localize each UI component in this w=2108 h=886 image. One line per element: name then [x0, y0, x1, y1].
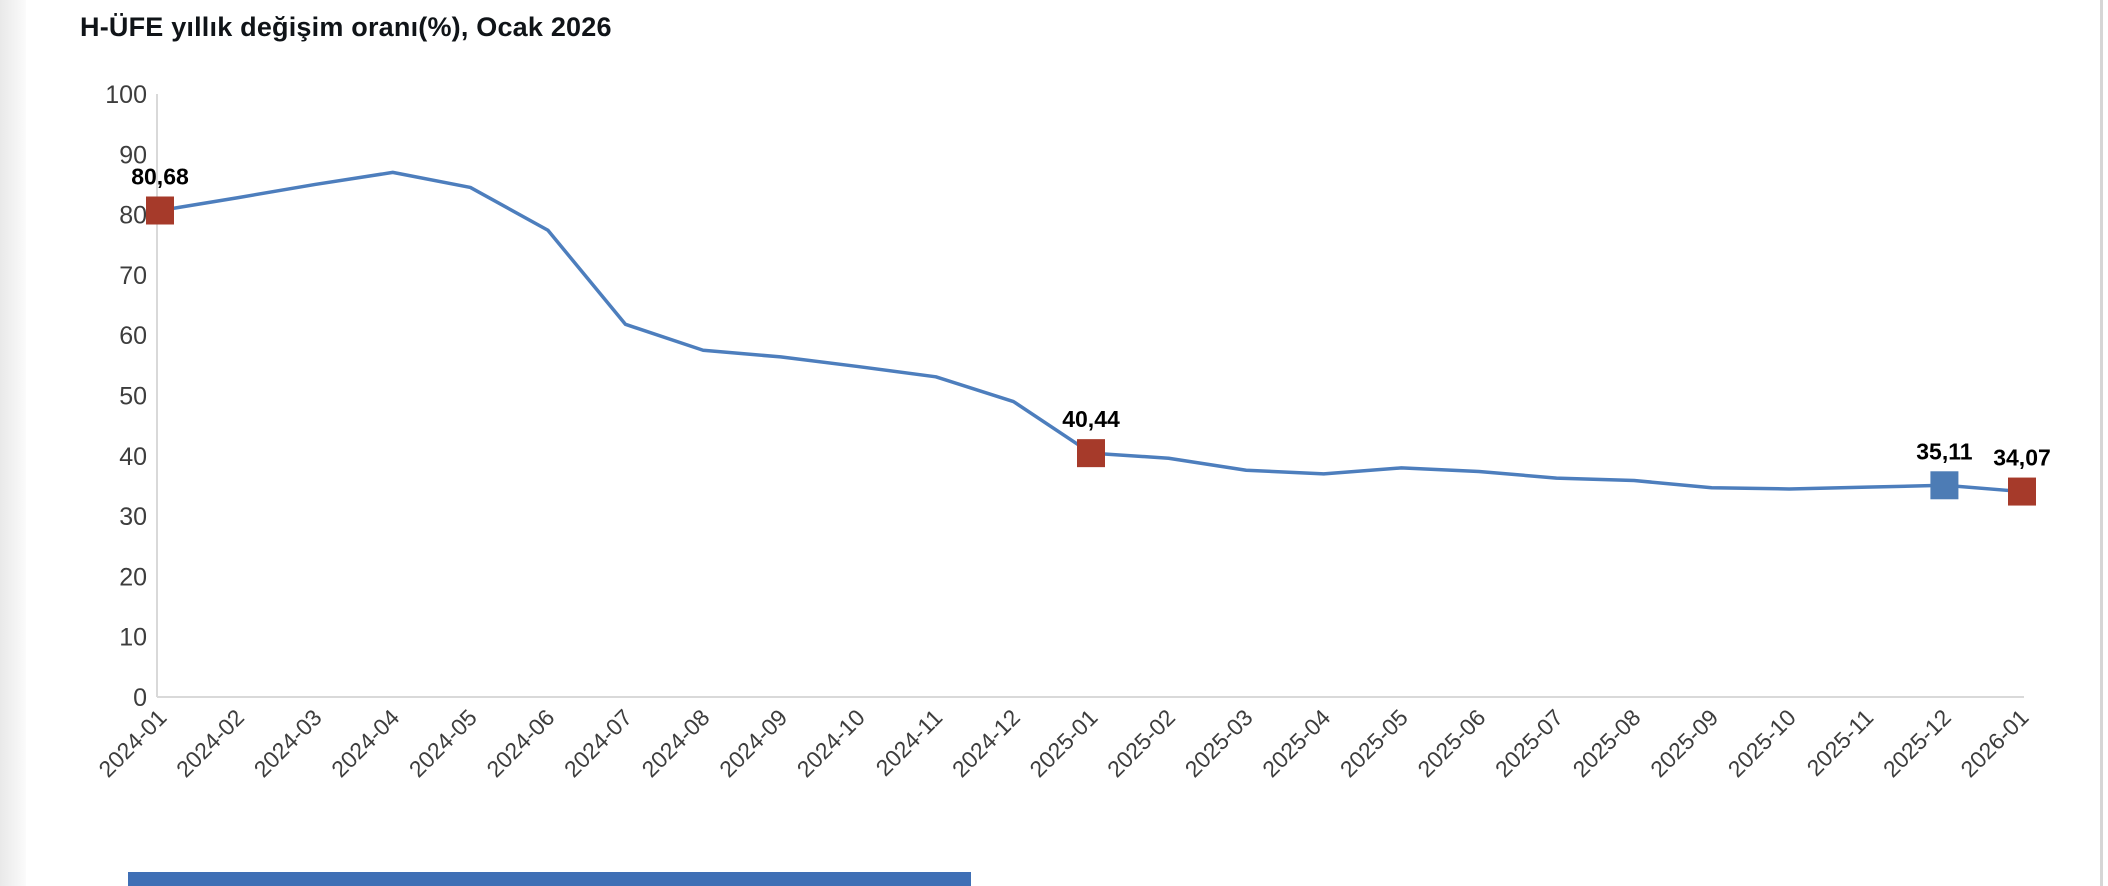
- page-right-border: [2100, 0, 2103, 886]
- y-axis-tick-label: 0: [133, 684, 147, 712]
- y-axis-tick-label: 90: [119, 141, 147, 169]
- y-axis-tick-label: 70: [119, 262, 147, 290]
- x-axis-tick-label: 2024-02: [171, 704, 249, 782]
- y-axis-tick-label: 60: [119, 322, 147, 350]
- x-axis-tick-label: 2024-01: [93, 704, 171, 782]
- x-axis-tick-label: 2024-06: [481, 704, 559, 782]
- data-point-label: 40,44: [1062, 406, 1120, 432]
- x-axis-tick-label: 2024-08: [637, 704, 715, 782]
- x-axis-tick-label: 2025-03: [1180, 704, 1258, 782]
- data-point-label: 35,11: [1916, 438, 1972, 464]
- x-axis-tick-label: 2025-08: [1568, 704, 1646, 782]
- x-axis-tick-label: 2025-07: [1490, 704, 1568, 782]
- x-axis-tick-label: 2024-12: [947, 704, 1025, 782]
- page-left-gutter: [0, 0, 26, 886]
- y-axis-tick-label: 40: [119, 443, 147, 471]
- y-axis-tick-label: 20: [119, 563, 147, 591]
- y-axis-tick-label: 100: [105, 81, 147, 109]
- data-point-label: 34,07: [1993, 445, 2051, 471]
- x-axis-tick-label: 2025-11: [1802, 704, 1879, 781]
- x-axis-tick-label: 2024-04: [326, 704, 404, 782]
- y-axis-tick-label: 10: [119, 624, 147, 652]
- data-point-marker[interactable]: [146, 196, 174, 225]
- x-axis-tick-label: 2025-09: [1645, 704, 1723, 782]
- chart-title: H-ÜFE yıllık değişim oranı(%), Ocak 2026: [80, 12, 612, 42]
- x-axis-tick-label: 2026-01: [1955, 704, 2033, 782]
- x-axis-tick-label: 2024-05: [404, 704, 482, 782]
- x-axis-tick-label: 2025-10: [1723, 704, 1801, 782]
- x-axis-tick-label: 2025-12: [1878, 704, 1956, 782]
- x-axis-tick-label: 2024-07: [559, 704, 637, 782]
- x-axis-tick-label: 2024-11: [871, 704, 948, 781]
- y-axis-tick-label: 80: [119, 202, 147, 230]
- y-axis-tick-label: 50: [119, 383, 147, 411]
- data-point-marker[interactable]: [1930, 471, 1959, 500]
- x-axis-tick-label: 2025-02: [1102, 704, 1180, 782]
- x-axis-tick-label: 2024-03: [249, 704, 327, 782]
- data-point-marker[interactable]: [1077, 439, 1105, 468]
- x-axis-tick-label: 2024-09: [714, 704, 792, 782]
- x-axis-tick-label: 2025-04: [1257, 704, 1335, 782]
- data-point-label: 80,68: [131, 163, 189, 189]
- y-axis-tick-label: 30: [119, 503, 147, 531]
- x-axis-tick-label: 2025-06: [1412, 704, 1490, 782]
- x-axis-tick-label: 2025-05: [1335, 704, 1413, 782]
- footer-bar: [128, 872, 971, 886]
- x-axis-tick-label: 2025-01: [1024, 704, 1102, 782]
- x-axis-tick-label: 2024-10: [792, 704, 870, 782]
- data-point-marker[interactable]: [2008, 477, 2036, 506]
